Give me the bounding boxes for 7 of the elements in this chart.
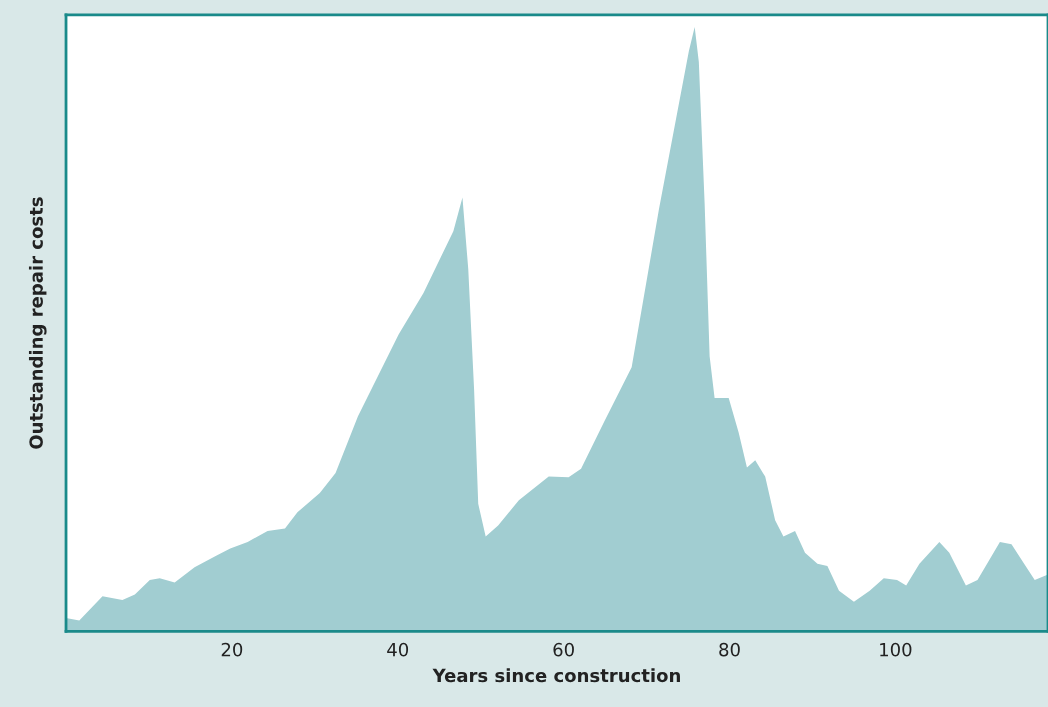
x-tick-label: 100 [880, 642, 912, 657]
x-tick-label: 80 [719, 642, 740, 657]
x-axis-title: Years since construction [432, 668, 680, 683]
x-tick-label: 60 [553, 642, 574, 657]
x-tick-label: 40 [387, 642, 409, 657]
x-tick-label: 20 [221, 642, 243, 657]
y-axis-title: Outstanding repair costs [28, 197, 47, 449]
